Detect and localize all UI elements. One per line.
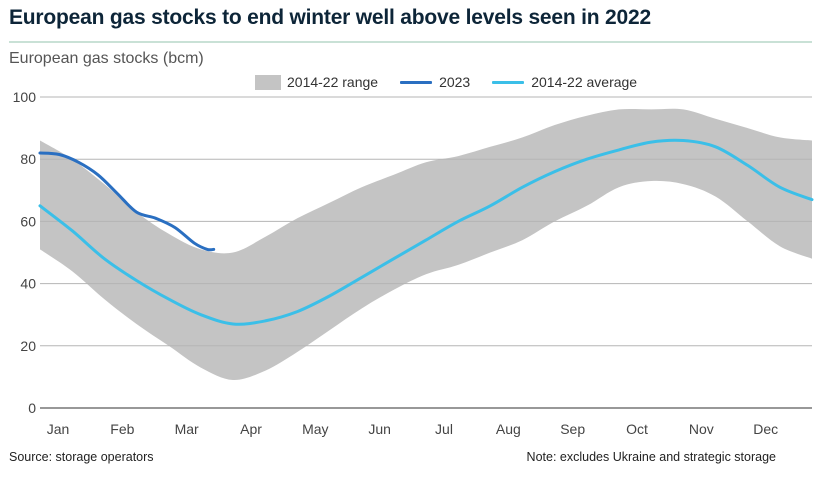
legend-swatch-2023 — [400, 80, 433, 84]
x-tick-label-oct: Oct — [626, 421, 648, 437]
x-tick-label-jun: Jun — [368, 421, 391, 437]
legend-item-average: 2014-22 average — [492, 74, 637, 90]
legend-swatch-range — [255, 74, 281, 90]
x-tick-label-dec: Dec — [753, 421, 778, 437]
x-tick-label-may: May — [302, 421, 328, 437]
chart-title: European gas stocks to end winter well a… — [9, 6, 651, 29]
y-tick-label-60: 60 — [20, 213, 36, 229]
legend-label-range: 2014-22 range — [287, 74, 379, 90]
legend-item-range: 2014-22 range — [255, 74, 378, 90]
legend-label-average: 2014-22 average — [531, 74, 638, 90]
x-tick-label-nov: Nov — [689, 421, 714, 437]
y-tick-label-100: 100 — [13, 89, 37, 105]
source-note: Source: storage operators — [9, 450, 154, 464]
title-divider — [9, 41, 812, 43]
range-band — [40, 108, 812, 381]
legend-label-2023: 2023 — [439, 74, 471, 90]
x-tick-label-feb: Feb — [110, 421, 134, 437]
series-line-average — [38, 138, 814, 326]
y-tick-label-40: 40 — [20, 276, 36, 292]
footnote: Note: excludes Ukraine and strategic sto… — [526, 450, 776, 464]
legend-swatch-average — [492, 80, 525, 84]
y-axis-title: European gas stocks (bcm) — [9, 50, 204, 67]
y-tick-label-0: 0 — [28, 400, 36, 416]
x-tick-label-jul: Jul — [435, 421, 453, 437]
x-tick-label-jan: Jan — [47, 421, 70, 437]
x-tick-label-mar: Mar — [175, 421, 199, 437]
series-line-2023 — [38, 151, 216, 252]
x-tick-label-apr: Apr — [240, 421, 262, 437]
legend: 2014-22 range 2023 2014-22 average — [255, 72, 659, 92]
x-tick-label-sep: Sep — [560, 421, 585, 437]
y-tick-label-20: 20 — [20, 338, 36, 354]
y-tick-label-80: 80 — [20, 151, 36, 167]
legend-item-2023: 2023 — [400, 74, 470, 90]
x-tick-label-aug: Aug — [496, 421, 521, 437]
